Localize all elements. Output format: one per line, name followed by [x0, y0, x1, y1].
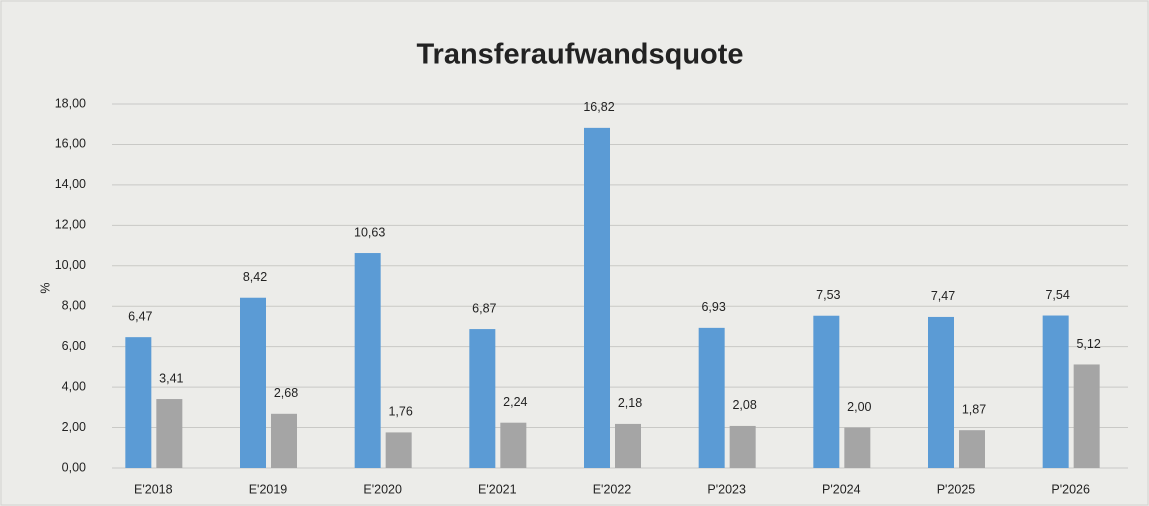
- y-tick-label: 2,00: [62, 420, 86, 434]
- value-label: 10,63: [354, 225, 385, 239]
- bar: [844, 427, 871, 468]
- bar: [928, 316, 954, 468]
- value-label: 2,08: [732, 398, 756, 412]
- bar: [584, 127, 610, 469]
- x-tick-label: P'2023: [707, 482, 746, 496]
- chart-title: Transferaufwandsquote: [416, 39, 743, 71]
- value-label: 1,76: [388, 405, 412, 419]
- value-label: 6,93: [701, 300, 725, 314]
- bar: [156, 399, 183, 468]
- y-tick-label: 6,00: [62, 339, 86, 353]
- bar: [1073, 364, 1100, 468]
- value-label: 3,41: [159, 371, 183, 385]
- value-label: 7,54: [1045, 288, 1069, 302]
- bar: [271, 413, 297, 468]
- y-tick-label: 10,00: [55, 258, 86, 272]
- value-label: 8,42: [243, 270, 267, 284]
- value-label: 7,53: [816, 288, 840, 302]
- bar: [729, 425, 756, 468]
- y-tick-label: 4,00: [62, 379, 86, 393]
- bar: [615, 423, 641, 468]
- value-label: 2,24: [503, 395, 527, 409]
- y-tick-label: 16,00: [55, 137, 86, 151]
- value-label: 1,87: [962, 402, 986, 416]
- x-tick-label: E'2021: [478, 482, 517, 496]
- x-tick-label: P'2024: [822, 482, 861, 496]
- bar: [500, 422, 527, 468]
- y-tick-label: 0,00: [62, 460, 86, 474]
- bar: [385, 432, 412, 468]
- value-label: 5,12: [1076, 337, 1100, 351]
- y-tick-label: 14,00: [55, 177, 86, 191]
- value-label: 16,82: [583, 100, 614, 114]
- x-tick-label: E'2019: [249, 482, 288, 496]
- y-tick-label: 18,00: [55, 96, 86, 110]
- value-label: 7,47: [931, 289, 955, 303]
- x-tick-label: E'2020: [363, 482, 402, 496]
- y-axis-label: %: [38, 282, 52, 293]
- bar: [1042, 315, 1069, 468]
- y-tick-label: 12,00: [55, 218, 86, 232]
- value-label: 6,47: [128, 309, 152, 323]
- bar: [813, 315, 840, 468]
- bar: [698, 327, 725, 468]
- x-tick-label: E'2022: [593, 482, 632, 496]
- value-label: 2,00: [847, 400, 871, 414]
- y-tick-label: 8,00: [62, 299, 86, 313]
- bar: [354, 253, 381, 468]
- x-tick-label: E'2018: [134, 482, 173, 496]
- x-tick-label: P'2025: [937, 482, 976, 496]
- bar: [240, 297, 266, 468]
- value-label: 6,87: [472, 301, 496, 315]
- x-tick-label: P'2026: [1051, 482, 1090, 496]
- bar: [959, 430, 985, 468]
- bar: [125, 337, 152, 468]
- bar: [469, 329, 496, 468]
- value-label: 2,68: [274, 386, 298, 400]
- value-label: 2,18: [618, 396, 642, 410]
